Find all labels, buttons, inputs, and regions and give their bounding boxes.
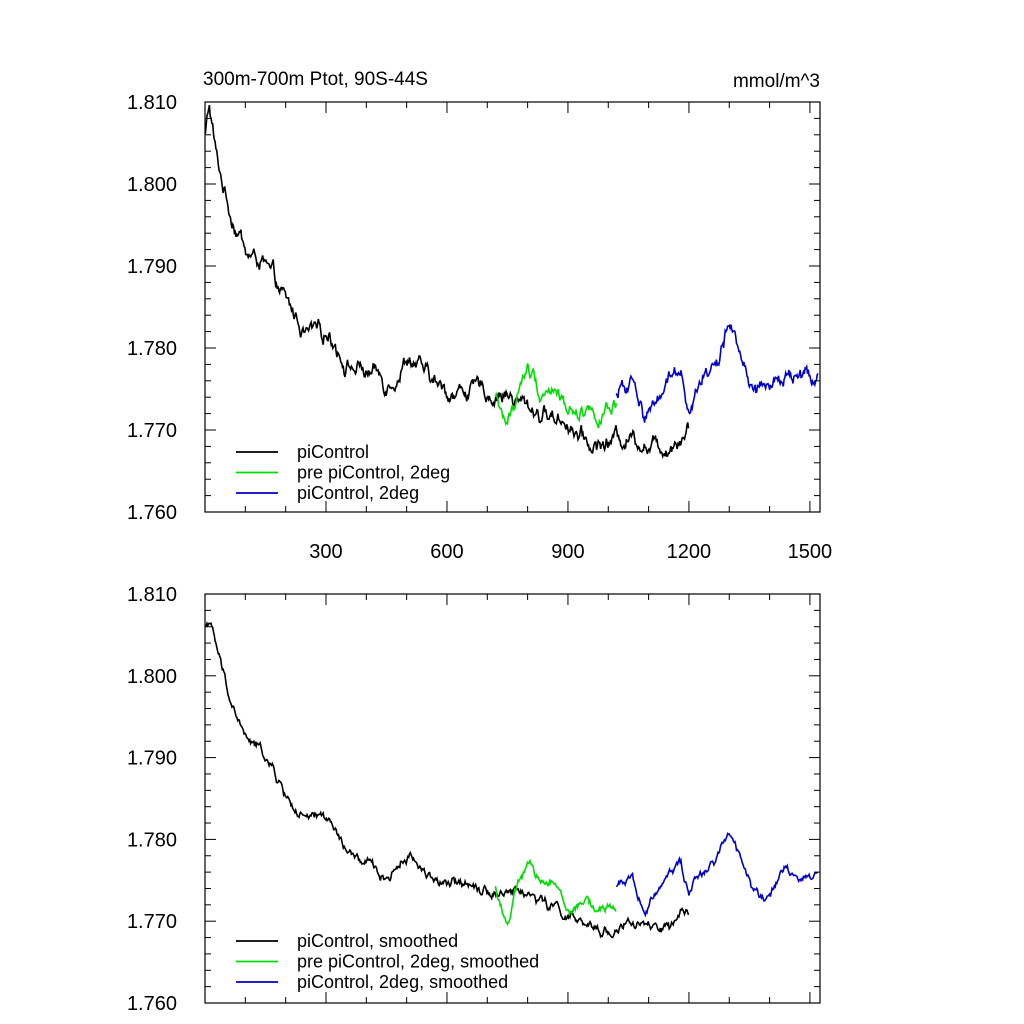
series-line-1 <box>494 363 618 429</box>
y-tick-label: 1.780 <box>127 338 177 360</box>
legend-label: piControl, smoothed <box>297 931 458 951</box>
y-tick-label: 1.760 <box>127 502 177 524</box>
series-line-2 <box>615 832 819 918</box>
y-tick-label: 1.760 <box>127 993 177 1015</box>
units-label: mmol/m^3 <box>733 71 820 92</box>
x-tick-label: 900 <box>551 541 584 563</box>
x-tick-label: 1500 <box>788 541 833 563</box>
x-tick-label: 600 <box>430 541 463 563</box>
panel-top: 1.810 1.800 1.790 1.780 1.770 1.760 300 600 900 1… <box>127 69 832 563</box>
series-line-0 <box>205 104 690 460</box>
x-tick-label: 300 <box>309 541 342 563</box>
legend-label: piControl <box>297 442 369 462</box>
panel-bottom: 1.810 1.800 1.790 1.780 1.770 1.760 piControl,… <box>127 584 821 1015</box>
y-tick-label: 1.770 <box>127 911 177 933</box>
plot-frame <box>204 101 821 513</box>
legend-label: piControl, 2deg, smoothed <box>297 972 508 992</box>
plot-frame <box>204 593 821 1004</box>
y-tick-label: 1.800 <box>127 174 177 196</box>
y-tick-label: 1.810 <box>127 584 177 606</box>
y-tick-label: 1.790 <box>127 256 177 278</box>
y-tick-label: 1.810 <box>127 92 177 114</box>
series-group <box>205 620 819 939</box>
legend-label: piControl, 2deg <box>297 483 419 503</box>
legend-label: pre piControl, 2deg <box>297 463 450 483</box>
series-line-0 <box>205 620 690 939</box>
legend-label: pre piControl, 2deg, smoothed <box>297 952 539 972</box>
series-line-1 <box>494 858 617 927</box>
series-group <box>205 104 819 460</box>
y-tick-label: 1.790 <box>127 748 177 770</box>
x-tick-label: 1200 <box>667 541 712 563</box>
chart-title: 300m-700m Ptot, 90S-44S <box>203 69 428 90</box>
series-line-2 <box>615 324 819 423</box>
y-tick-label: 1.800 <box>127 666 177 688</box>
y-tick-label: 1.780 <box>127 829 177 851</box>
y-tick-label: 1.770 <box>127 420 177 442</box>
